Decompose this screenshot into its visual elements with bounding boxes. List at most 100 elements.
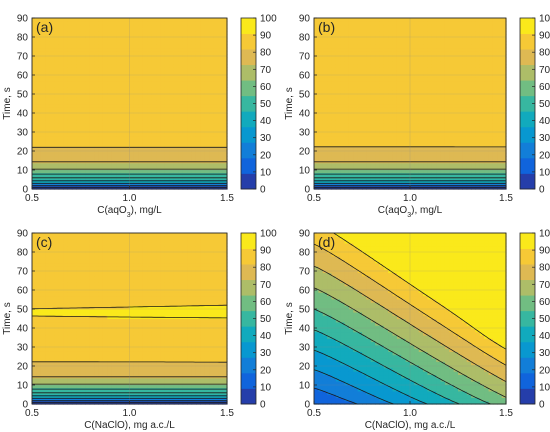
contour-cell [484, 116, 490, 121]
contour-cell [191, 116, 197, 121]
contour-cell [418, 96, 424, 101]
contour-cell [142, 152, 148, 157]
contour-cell [322, 113, 328, 118]
contour-cell [344, 133, 350, 137]
contour-cell [204, 87, 210, 91]
contour-cell [32, 57, 38, 62]
contour-cell [40, 77, 46, 82]
contour-cell [85, 159, 91, 164]
contour-cell [392, 162, 398, 167]
contour-cell [410, 24, 415, 29]
contour-cell [36, 64, 42, 68]
contour-cell [107, 116, 113, 121]
contour-cell [497, 136, 503, 141]
contour-cell [462, 41, 468, 45]
contour-cell [107, 54, 113, 59]
contour-cell [331, 110, 337, 114]
contour-cell [218, 21, 224, 26]
contour-cell [370, 126, 376, 131]
contour-cell [204, 60, 210, 65]
colorbar-tick-label: 100 [260, 14, 277, 25]
contour-cell [314, 110, 319, 114]
contour-cell [458, 142, 463, 147]
contour-cell [471, 172, 477, 177]
contour-cell [71, 159, 77, 164]
contour-cell [418, 90, 424, 95]
contour-cell [218, 126, 224, 131]
contour-cell [125, 37, 131, 42]
contour-cell [98, 27, 104, 32]
contour-cell [102, 83, 108, 88]
contour-cell [414, 77, 420, 82]
contour-cell [125, 146, 131, 151]
contour-cell [151, 93, 157, 98]
contour-cell [344, 90, 350, 95]
contour-cell [462, 77, 468, 82]
contour-cell [187, 54, 193, 59]
contour-cell [129, 103, 135, 108]
contour-cell [484, 37, 490, 42]
contour-cell [102, 34, 108, 39]
contour-cell [344, 77, 350, 82]
contour-cell [107, 24, 113, 29]
contour-cell [388, 133, 394, 137]
contour-cell [187, 18, 193, 22]
contour-cell [353, 142, 359, 147]
contour-cell [40, 156, 46, 161]
contour-cell [396, 169, 402, 174]
contour-cell [187, 83, 193, 88]
contour-cell [40, 96, 46, 101]
contour-cell [340, 64, 346, 68]
contour-cell [370, 156, 376, 161]
contour-cell [370, 60, 376, 65]
contour-cell [396, 146, 402, 151]
contour-cell [449, 149, 455, 154]
contour-cell [178, 172, 184, 177]
contour-cell [49, 182, 55, 187]
contour-cell [484, 41, 490, 45]
contour-cell [111, 54, 117, 59]
contour-cell [501, 24, 507, 29]
contour-cell [335, 21, 341, 26]
contour-cell [36, 24, 42, 29]
contour-cell [36, 334, 42, 339]
contour-cell [335, 129, 341, 134]
contour-cell [392, 136, 398, 141]
contour-cell [370, 73, 376, 78]
contour-cell [63, 129, 69, 134]
contour-cell [331, 182, 337, 187]
contour-cell [147, 77, 153, 82]
contour-cell [475, 116, 481, 121]
contour-cell [444, 182, 450, 187]
contour-cell [111, 44, 117, 49]
contour-cell [32, 367, 38, 372]
contour-cell [94, 67, 100, 72]
contour-cell [125, 80, 131, 85]
contour-cell [204, 146, 210, 151]
contour-cell [187, 116, 193, 121]
contour-cell [366, 34, 372, 39]
contour-cell [169, 64, 175, 68]
contour-cell [71, 129, 77, 134]
contour-cell [348, 18, 354, 22]
contour-cell [396, 87, 402, 91]
contour-cell [85, 41, 91, 45]
contour-cell [484, 24, 490, 29]
contour-cell [392, 93, 398, 98]
contour-cell [392, 90, 398, 95]
contour-cell [116, 27, 122, 32]
contour-cell [169, 159, 175, 164]
contour-cell [410, 182, 415, 187]
contour-cell [475, 60, 481, 65]
contour-cell [147, 136, 153, 141]
contour-cell [440, 77, 446, 82]
y-tick-label: 50 [17, 90, 29, 101]
contour-cell [340, 110, 346, 114]
contour-cell [32, 126, 38, 131]
contour-cell [366, 123, 372, 128]
contour-cell [471, 21, 477, 26]
contour-cell [318, 87, 324, 91]
contour-cell [458, 146, 463, 151]
contour-cell [322, 93, 328, 98]
contour-cell [36, 318, 42, 323]
